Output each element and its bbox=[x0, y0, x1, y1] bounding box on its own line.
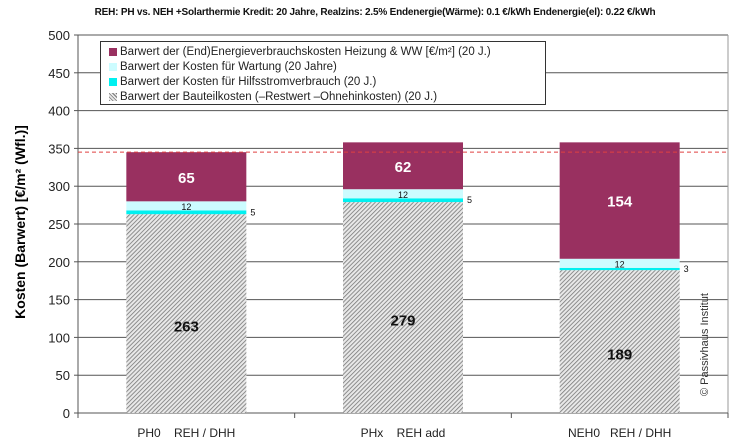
legend-swatch bbox=[109, 47, 117, 56]
y-tick-label: 150 bbox=[48, 293, 70, 308]
y-tick-label: 400 bbox=[48, 104, 70, 119]
bar-segment bbox=[343, 142, 463, 190]
legend-swatch bbox=[109, 92, 117, 101]
data-label: 5 bbox=[250, 207, 255, 217]
legend: Barwert der (End)Energieverbrauchskosten… bbox=[100, 41, 546, 105]
y-tick-label: 350 bbox=[48, 141, 70, 156]
x-tick-label: NEH0 REH / DHH bbox=[568, 426, 671, 440]
legend-item: Barwert der (End)Energieverbrauchskosten… bbox=[109, 44, 545, 59]
legend-label: Barwert der Kosten für Hilfsstromverbrau… bbox=[120, 75, 377, 88]
x-tick-label: PHx REH add bbox=[361, 426, 446, 440]
y-tick-label: 250 bbox=[48, 217, 70, 232]
y-tick-label: 500 bbox=[48, 28, 70, 43]
data-label: 3 bbox=[684, 264, 689, 274]
y-tick-label: 200 bbox=[48, 255, 70, 270]
y-tick-label: 0 bbox=[63, 406, 70, 421]
data-label: 65 bbox=[178, 170, 195, 187]
y-tick-label: 50 bbox=[56, 368, 70, 383]
bar-segment bbox=[126, 214, 247, 413]
data-label: 189 bbox=[607, 347, 632, 364]
legend-swatch bbox=[109, 62, 117, 71]
bar-segment bbox=[126, 201, 247, 211]
data-label: 279 bbox=[390, 313, 415, 330]
bar-segment bbox=[126, 152, 247, 202]
data-label: 12 bbox=[181, 202, 191, 212]
legend-label: Barwert der Bauteilkosten (–Restwert –Oh… bbox=[120, 90, 438, 103]
data-label: 5 bbox=[467, 195, 472, 205]
bar-segment bbox=[559, 267, 680, 271]
y-tick-label: 450 bbox=[48, 66, 70, 81]
bar-segment bbox=[559, 258, 680, 268]
watermark: © Passivhaus Institut bbox=[699, 293, 711, 396]
x-tick-label: PH0 REH / DHH bbox=[137, 426, 235, 440]
bar-segment bbox=[559, 142, 680, 259]
data-label: 154 bbox=[607, 194, 633, 211]
bar-segment bbox=[343, 189, 463, 199]
legend-item: Barwert der Kosten für Wartung (20 Jahre… bbox=[109, 59, 545, 74]
data-label: 12 bbox=[398, 190, 408, 200]
data-label: 62 bbox=[395, 159, 412, 176]
legend-swatch bbox=[109, 77, 117, 86]
chart-title: REH: PH vs. NEH +Solarthermie Kredit: 20… bbox=[94, 7, 656, 18]
y-tick-label: 100 bbox=[48, 330, 70, 345]
legend-label: Barwert der Kosten für Wartung (20 Jahre… bbox=[120, 60, 337, 73]
y-tick-label: 300 bbox=[48, 179, 70, 194]
bar-segment bbox=[126, 210, 247, 215]
bar-segment bbox=[559, 270, 680, 413]
data-label: 263 bbox=[174, 319, 199, 336]
legend-item: Barwert der Bauteilkosten (–Restwert –Oh… bbox=[109, 89, 545, 104]
bar-segment bbox=[343, 198, 463, 203]
bar-segment bbox=[343, 202, 463, 413]
legend-label: Barwert der (End)Energieverbrauchskosten… bbox=[120, 45, 491, 58]
legend-item: Barwert der Kosten für Hilfsstromverbrau… bbox=[109, 74, 545, 89]
data-label: 12 bbox=[615, 259, 625, 269]
